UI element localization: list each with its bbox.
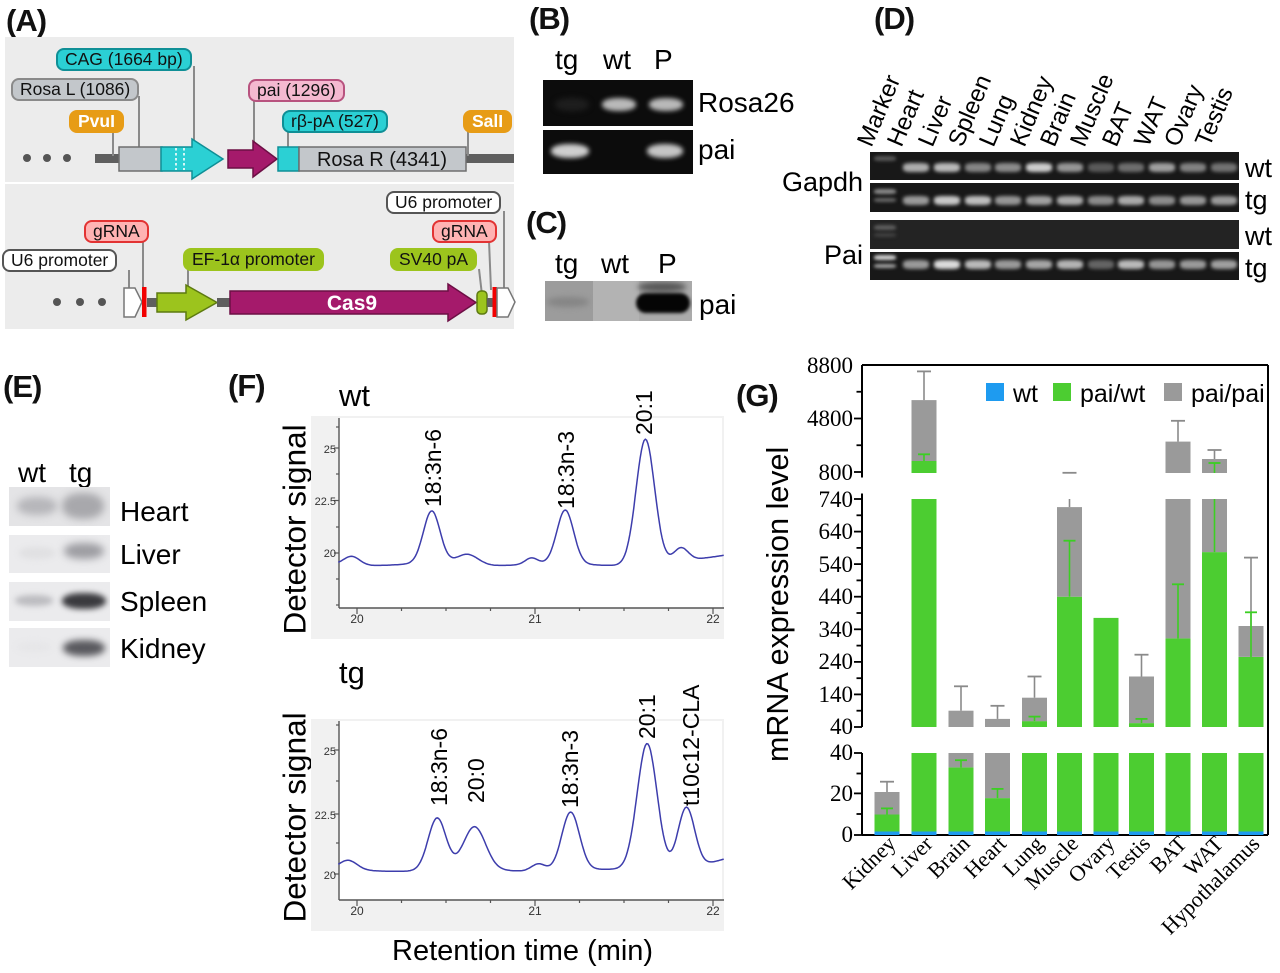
svg-text:0: 0: [842, 822, 854, 847]
svg-text:pai/wt: pai/wt: [1080, 380, 1145, 408]
svg-text:20: 20: [324, 870, 336, 882]
svg-text:22: 22: [706, 612, 720, 626]
svg-text:540: 540: [819, 552, 854, 577]
svg-text:wt: wt: [1012, 380, 1038, 408]
svg-text:4800: 4800: [807, 406, 853, 431]
svg-text:BAT: BAT: [1144, 830, 1191, 877]
svg-text:20: 20: [830, 781, 853, 806]
svg-text:20: 20: [324, 548, 336, 560]
svg-text:240: 240: [819, 649, 854, 674]
svg-text:21: 21: [528, 904, 542, 918]
svg-text:22: 22: [706, 904, 720, 918]
svg-text:Cas9: Cas9: [327, 292, 377, 315]
svg-text:Rosa R (4341): Rosa R (4341): [317, 149, 447, 171]
svg-text:25: 25: [324, 444, 336, 456]
svg-text:40: 40: [830, 714, 853, 739]
svg-text:21: 21: [528, 612, 542, 626]
svg-text:8800: 8800: [807, 353, 853, 378]
svg-text:640: 640: [819, 519, 854, 544]
svg-text:740: 740: [819, 487, 854, 512]
svg-text:20: 20: [350, 612, 364, 626]
svg-text:140: 140: [819, 682, 854, 707]
svg-text:40: 40: [830, 740, 853, 765]
svg-text:pai/pai: pai/pai: [1191, 380, 1265, 408]
svg-text:22.5: 22.5: [315, 810, 336, 822]
svg-text:340: 340: [819, 617, 854, 642]
svg-text:22.5: 22.5: [315, 496, 336, 508]
svg-text:25: 25: [324, 746, 336, 758]
svg-text:440: 440: [819, 584, 854, 609]
svg-text:800: 800: [819, 460, 854, 485]
svg-text:20: 20: [350, 904, 364, 918]
